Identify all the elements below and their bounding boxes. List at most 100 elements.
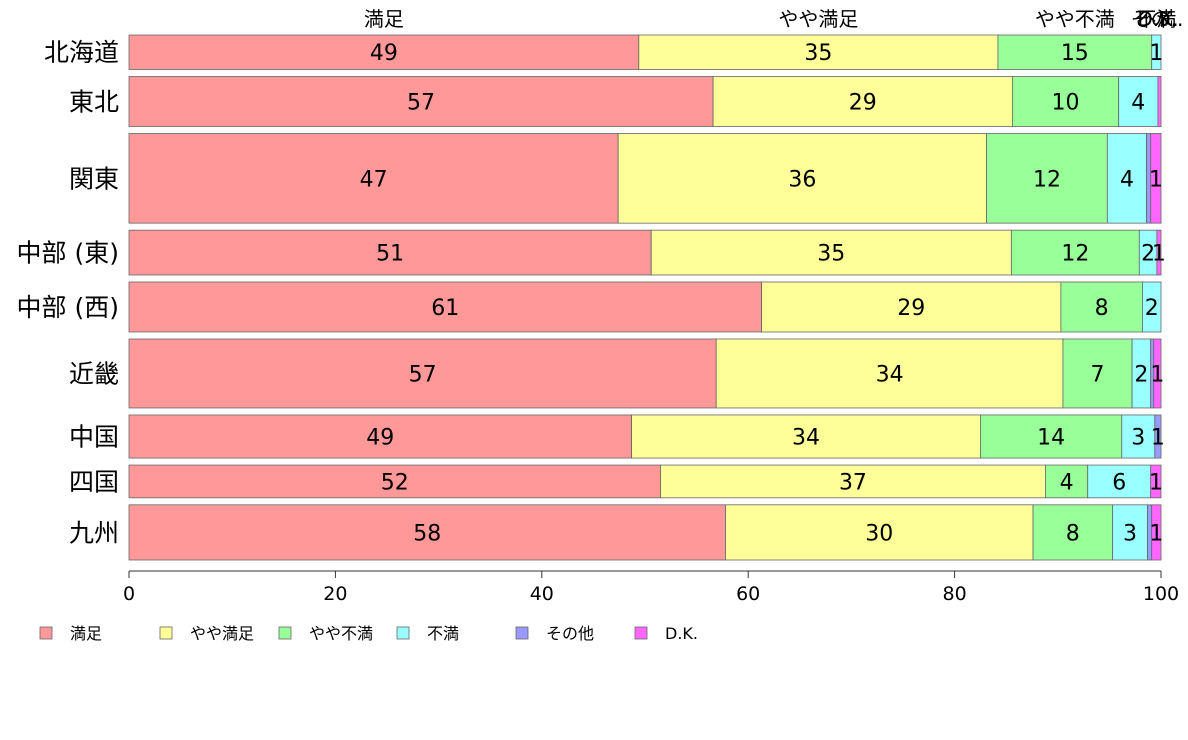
- bar-segment: [1032, 504, 1113, 561]
- bar-segment: [1154, 414, 1162, 459]
- bar-value-label: 35: [817, 242, 845, 267]
- bar-value-label: 1: [1149, 521, 1163, 546]
- category-label: 東北: [69, 87, 119, 116]
- bar-value-label: 1: [1149, 470, 1163, 495]
- bar-value-label: 6: [1112, 470, 1126, 495]
- bar-segment: [660, 464, 1046, 499]
- bar-value-label: 34: [876, 362, 904, 387]
- bar-value-label: 52: [381, 470, 409, 495]
- bar-value-label: 1: [1151, 426, 1165, 451]
- top-series-label: 満足: [364, 7, 404, 31]
- bar-value-label: 29: [849, 90, 877, 115]
- bar-value-label: 47: [360, 167, 388, 192]
- bar-segment: [761, 281, 1062, 333]
- legend-swatch: [39, 626, 53, 640]
- bar-value-label: 30: [865, 521, 893, 546]
- bar-value-label: 8: [1066, 521, 1080, 546]
- bar-segment: [128, 464, 661, 499]
- bar-segment: [638, 34, 999, 70]
- bar-value-label: 14: [1037, 426, 1065, 451]
- category-label: 北海道: [44, 38, 119, 67]
- bar-segment: [1153, 338, 1162, 409]
- bar-value-label: 4: [1060, 470, 1074, 495]
- bar-value-label: 8: [1095, 296, 1109, 321]
- bar-value-label: 29: [897, 296, 925, 321]
- bar-value-label: 57: [409, 362, 437, 387]
- bar-value-label: 2: [1145, 296, 1159, 321]
- bar-segment: [128, 504, 726, 561]
- bar-value-label: 3: [1131, 426, 1145, 451]
- legend-label: 満足: [70, 624, 102, 643]
- bar-value-label: 7: [1091, 362, 1105, 387]
- legend-swatch: [396, 626, 410, 640]
- bar-value-label: 1: [1149, 167, 1163, 192]
- bar-value-label: 4: [1120, 167, 1134, 192]
- bar-value-label: 61: [431, 296, 459, 321]
- top-series-label: その..: [1131, 7, 1184, 31]
- bar-segment: [1157, 76, 1162, 127]
- bar-value-label: 36: [788, 167, 816, 192]
- legend-swatch: [278, 626, 292, 640]
- bar-segment: [128, 133, 619, 224]
- x-tick-label: 80: [943, 583, 967, 605]
- bar-segment: [1151, 34, 1162, 70]
- bar-segment: [1112, 504, 1148, 561]
- top-series-label: やや不満: [1035, 7, 1115, 31]
- bar-segment: [128, 34, 640, 70]
- x-tick-label: 40: [530, 583, 554, 605]
- top-series-label: やや満足: [778, 7, 858, 31]
- legend-label: その他: [546, 624, 594, 643]
- bar-segment: [1011, 76, 1120, 127]
- category-label: 近畿: [69, 359, 119, 388]
- bar-segment: [1150, 133, 1162, 224]
- legend-label: やや満足: [190, 624, 254, 643]
- bar-segment: [997, 34, 1153, 70]
- category-label: 中部 (東): [17, 239, 119, 268]
- bar-value-label: 58: [413, 521, 441, 546]
- bar-value-label: 51: [376, 242, 404, 267]
- bar-segment: [128, 338, 717, 409]
- legend-swatch: [515, 626, 529, 640]
- bar-segment: [631, 414, 981, 459]
- bar-segment: [1150, 464, 1162, 499]
- category-label: 関東: [69, 164, 119, 193]
- bar-value-label: 2: [1141, 242, 1155, 267]
- legend-swatch: [159, 626, 173, 640]
- bar-segment: [986, 133, 1108, 224]
- bar-segment: [1118, 76, 1159, 127]
- bar-segment: [712, 76, 1013, 127]
- bar-value-label: 2: [1134, 362, 1148, 387]
- bar-value-label: 49: [366, 426, 394, 451]
- x-tick-label: 100: [1143, 583, 1179, 605]
- legend-label: 不満: [427, 624, 459, 643]
- bar-value-label: 34: [792, 426, 820, 451]
- top-series-label: 不満: [1136, 7, 1176, 31]
- bar-value-label: 57: [407, 90, 435, 115]
- bar-value-label: 1: [1149, 41, 1163, 66]
- top-series-label: D.K.: [1137, 7, 1178, 31]
- bar-value-label: 37: [839, 470, 867, 495]
- bar-value-label: 1: [1150, 362, 1164, 387]
- bar-segment: [128, 76, 714, 127]
- category-label: 九州: [69, 518, 119, 547]
- bar-segment: [1010, 229, 1140, 276]
- legend-swatch: [634, 626, 648, 640]
- category-label: 四国: [69, 467, 119, 496]
- bar-segment: [1142, 281, 1162, 333]
- x-tick-label: 20: [323, 583, 347, 605]
- bar-value-label: 12: [1061, 242, 1089, 267]
- bar-value-label: 3: [1123, 521, 1137, 546]
- bar-value-label: 4: [1131, 90, 1145, 115]
- bar-segment: [617, 133, 987, 224]
- bar-segment: [1151, 504, 1162, 561]
- category-label: 中部 (西): [17, 293, 119, 322]
- bar-value-label: 1: [1152, 242, 1166, 267]
- bar-segment: [1062, 338, 1133, 409]
- bar-segment: [715, 338, 1064, 409]
- bar-value-label: 12: [1033, 167, 1061, 192]
- bar-value-label: 10: [1052, 90, 1080, 115]
- legend-label: D.K.: [665, 624, 698, 643]
- bar-segment: [1121, 414, 1156, 459]
